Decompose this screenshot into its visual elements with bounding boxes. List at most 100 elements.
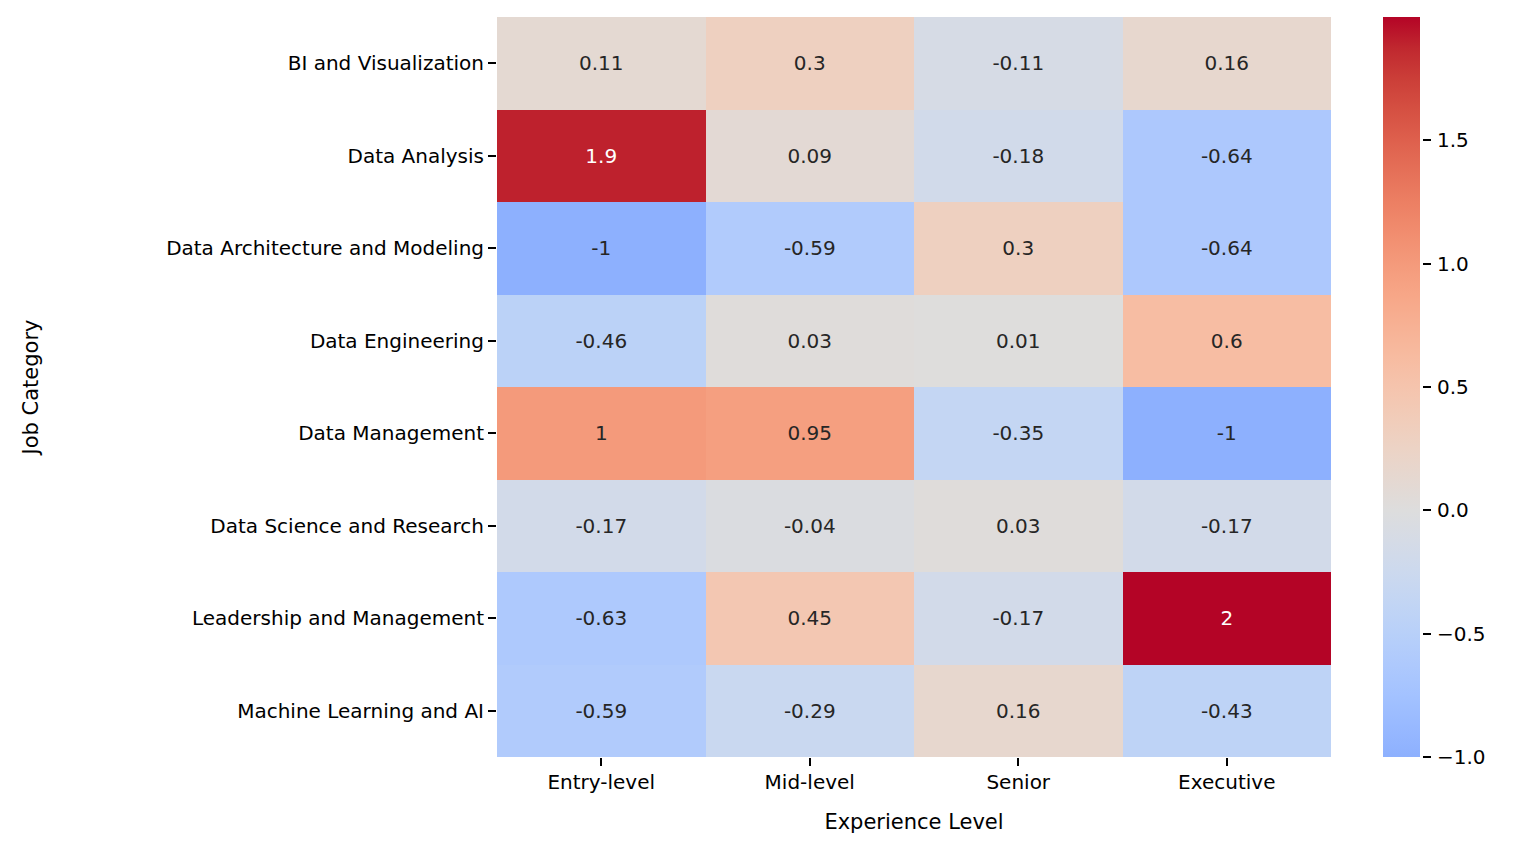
heatmap-cell-value: 0.11 [579,51,624,75]
heatmap-cell: -0.64 [1123,110,1332,203]
heatmap-cell-value: -0.18 [992,144,1044,168]
heatmap-cell: -0.29 [706,665,915,758]
heatmap-cell-value: -0.59 [575,699,627,723]
y-axis-label: Job Category [19,320,43,455]
heatmap-cell: -0.17 [497,480,706,573]
colorbar-tick-label: 1.0 [1437,252,1469,276]
heatmap-cell-value: 0.45 [787,606,832,630]
heatmap-cell-value: 0.03 [996,514,1041,538]
heatmap-cell: -0.59 [706,202,915,295]
colorbar-tick-label: 0.0 [1437,498,1469,522]
heatmap-cell: 1 [497,387,706,480]
heatmap-cell: 0.95 [706,387,915,480]
y-tick-mark [488,247,496,249]
heatmap-cell: -0.18 [914,110,1123,203]
heatmap-cell-value: -0.35 [992,421,1044,445]
heatmap-cell: 0.45 [706,572,915,665]
colorbar-tick-mark [1423,756,1431,758]
colorbar-tick-mark [1423,509,1431,511]
heatmap-cell: -0.04 [706,480,915,573]
y-tick-label: Leadership and Management [192,606,484,630]
colorbar-tick-label: 1.5 [1437,128,1469,152]
x-tick-mark [809,758,811,766]
heatmap-cell: -0.17 [914,572,1123,665]
y-tick-label: BI and Visualization [288,51,484,75]
y-tick-label: Data Architecture and Modeling [166,236,484,260]
heatmap-cell: 0.11 [497,17,706,110]
heatmap-cell-value: 0.3 [1002,236,1034,260]
heatmap-cell-value: 0.09 [787,144,832,168]
x-tick-label: Executive [1178,770,1275,794]
y-tick-mark [488,525,496,527]
colorbar-tick-label: −0.5 [1437,622,1486,646]
heatmap-cell: -0.63 [497,572,706,665]
y-tick-mark [488,710,496,712]
heatmap-cell-value: -0.46 [575,329,627,353]
x-tick-mark [1226,758,1228,766]
heatmap-cell: 0.03 [914,480,1123,573]
y-tick-label: Data Management [298,421,484,445]
heatmap-cell-value: -0.43 [1201,699,1253,723]
heatmap-cell-value: -1 [591,236,611,260]
heatmap-cell-value: -0.11 [992,51,1044,75]
y-tick-label: Data Science and Research [210,514,484,538]
heatmap-cell: 0.01 [914,295,1123,388]
heatmap-figure: 0.11 0.3 -0.11 0.16 1.9 0.09 -0.18 -0.64 -1 -0.59… [0,0,1523,858]
heatmap-cell: -0.11 [914,17,1123,110]
heatmap-cell: 1.9 [497,110,706,203]
heatmap-cell-value: -0.04 [784,514,836,538]
y-tick-mark [488,62,496,64]
heatmap-cell: 0.3 [914,202,1123,295]
heatmap-cell-value: -0.64 [1201,236,1253,260]
y-tick-mark [488,432,496,434]
heatmap-cell-value: 0.16 [1204,51,1249,75]
x-tick-mark [600,758,602,766]
heatmap-cell-value: -0.17 [992,606,1044,630]
heatmap-cell-value: 0.01 [996,329,1041,353]
colorbar [1383,17,1420,757]
heatmap-cell-value: 0.95 [787,421,832,445]
y-tick-mark [488,155,496,157]
heatmap-cell-value: 0.16 [996,699,1041,723]
heatmap-cell-value: 1 [595,421,608,445]
x-axis-label: Experience Level [824,810,1003,834]
x-tick-label: Entry-level [547,770,655,794]
colorbar-tick-mark [1423,386,1431,388]
colorbar-tick-mark [1423,263,1431,265]
y-tick-label: Data Analysis [347,144,484,168]
y-tick-mark [488,340,496,342]
heatmap-cell-value: 0.6 [1211,329,1243,353]
colorbar-tick-label: −1.0 [1437,745,1486,769]
heatmap-cell: -1 [497,202,706,295]
heatmap-cell: 0.3 [706,17,915,110]
heatmap-cell: -0.59 [497,665,706,758]
heatmap-cell: 2 [1123,572,1332,665]
heatmap-cell: -0.64 [1123,202,1332,295]
heatmap-cell: -1 [1123,387,1332,480]
heatmap-cell: -0.43 [1123,665,1332,758]
heatmap-cell: 0.09 [706,110,915,203]
heatmap-cell: -0.17 [1123,480,1332,573]
x-tick-mark [1017,758,1019,766]
heatmap-cell: 0.03 [706,295,915,388]
heatmap-cell: -0.46 [497,295,706,388]
heatmap-cell-value: -0.63 [575,606,627,630]
heatmap-cell-value: -0.17 [575,514,627,538]
heatmap-cell-value: -0.59 [784,236,836,260]
colorbar-tick-mark [1423,139,1431,141]
y-tick-mark [488,617,496,619]
heatmap-cell: 0.16 [914,665,1123,758]
heatmap-cell: 0.6 [1123,295,1332,388]
heatmap-cell-value: 0.3 [794,51,826,75]
heatmap-cell-value: -0.64 [1201,144,1253,168]
heatmap-cell-value: -0.17 [1201,514,1253,538]
x-tick-label: Mid-level [765,770,855,794]
colorbar-tick-label: 0.5 [1437,375,1469,399]
heatmap-cell-value: 2 [1220,606,1233,630]
colorbar-tick-mark [1423,633,1431,635]
heatmap-cell: -0.35 [914,387,1123,480]
heatmap-cell-value: -0.29 [784,699,836,723]
y-tick-label: Data Engineering [310,329,484,353]
heatmap-cell: 0.16 [1123,17,1332,110]
heatmap-cell-value: 0.03 [787,329,832,353]
